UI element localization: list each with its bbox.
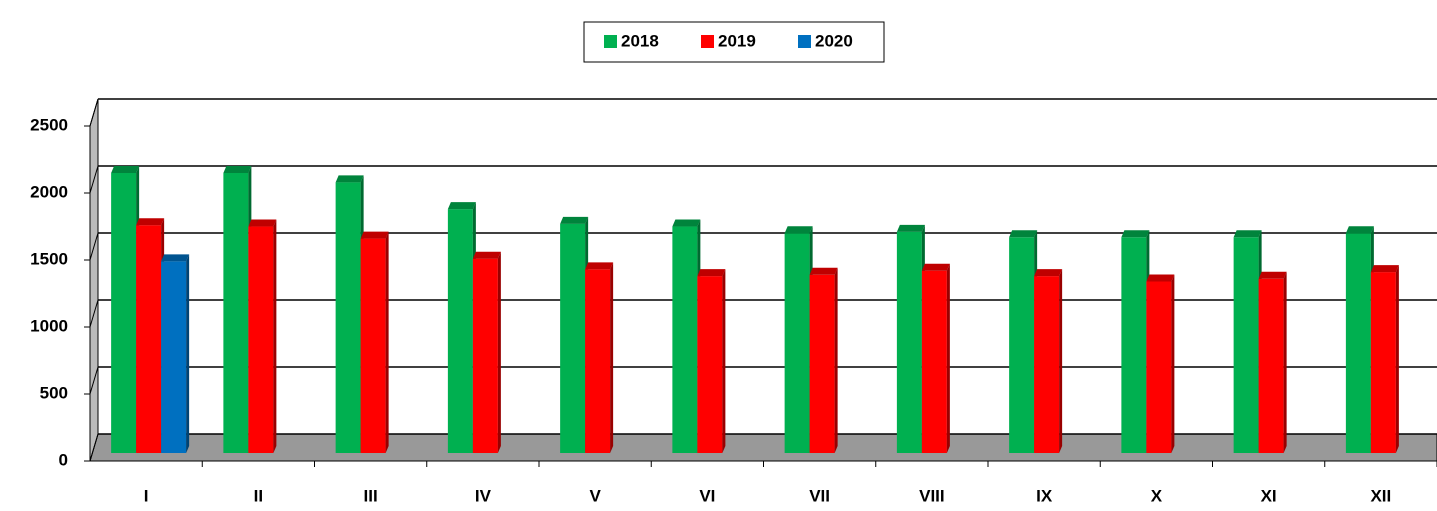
legend: 2018 2019 2020 — [604, 31, 853, 50]
x-tick-label: XII — [1370, 486, 1391, 505]
bar — [248, 226, 274, 453]
bar — [1370, 272, 1396, 453]
x-tick-label: III — [364, 486, 378, 505]
bar-top — [111, 165, 140, 173]
bar — [896, 231, 922, 453]
bar-side — [834, 267, 838, 453]
bar-side — [1059, 269, 1063, 453]
bar-top — [560, 216, 589, 224]
bar-top — [784, 226, 813, 234]
bar-side — [497, 251, 501, 453]
legend-label: 2019 — [718, 31, 756, 50]
bar-top — [335, 175, 364, 183]
bar-top — [1370, 265, 1399, 273]
bar-top — [248, 219, 277, 227]
legend-label: 2018 — [621, 31, 659, 50]
bar-side — [1171, 274, 1175, 453]
bar-top — [472, 251, 501, 259]
x-tick-label: VII — [809, 486, 830, 505]
bar-top — [1345, 226, 1374, 234]
bar — [447, 209, 473, 453]
bar — [111, 172, 137, 453]
y-tick-label: 1500 — [30, 249, 68, 268]
bar-side — [1283, 271, 1287, 453]
bar-side — [610, 262, 614, 453]
bar-top — [697, 269, 726, 277]
bar-top — [921, 263, 950, 271]
bar-top — [136, 218, 165, 226]
bar-top — [1121, 230, 1150, 238]
grid-line — [89, 165, 99, 194]
bar-side — [273, 219, 277, 453]
bar — [223, 172, 249, 453]
y-tick-label: 500 — [40, 383, 68, 402]
y-tick-label: 1000 — [30, 316, 68, 335]
bar — [335, 182, 361, 453]
x-tick-label: VIII — [919, 486, 945, 505]
bar-top — [1146, 274, 1175, 282]
bar — [697, 276, 723, 453]
bar — [161, 261, 187, 453]
bar — [672, 226, 698, 453]
x-tick-label: I — [144, 486, 149, 505]
bar-side — [1395, 265, 1399, 453]
bar — [1233, 237, 1259, 453]
bar-top — [360, 231, 389, 239]
grid-line — [89, 232, 99, 261]
bar — [1345, 233, 1371, 453]
legend-swatch — [798, 35, 811, 48]
bar-top — [161, 254, 190, 262]
bar — [1009, 237, 1035, 453]
bar — [784, 233, 810, 453]
bar — [809, 274, 835, 453]
legend-swatch — [604, 35, 617, 48]
bar-top — [1034, 269, 1063, 277]
x-tick-label: X — [1151, 486, 1163, 505]
bar-top — [809, 267, 838, 275]
bar-top — [1258, 271, 1287, 279]
bar-side — [186, 254, 190, 453]
x-tick-label: II — [254, 486, 263, 505]
bar-top — [672, 219, 701, 227]
grid-line — [89, 98, 99, 127]
bar-top — [896, 224, 925, 232]
bar — [1121, 237, 1147, 453]
bar-top — [1233, 230, 1262, 238]
bar-side — [946, 263, 950, 453]
grid-line — [89, 433, 99, 462]
y-tick-label: 2000 — [30, 182, 68, 201]
x-tick-label: V — [589, 486, 601, 505]
legend-swatch — [701, 35, 714, 48]
bar — [585, 269, 611, 453]
x-tick-label: XI — [1261, 486, 1277, 505]
legend-label: 2020 — [815, 31, 853, 50]
bar — [560, 223, 586, 453]
bar-side — [385, 231, 389, 453]
x-tick-label: IV — [475, 486, 492, 505]
side-wall — [89, 98, 99, 462]
bar — [1258, 278, 1284, 453]
bar — [1034, 276, 1060, 453]
x-tick-label: VI — [699, 486, 715, 505]
bar-top — [223, 165, 252, 173]
legend-box — [583, 21, 885, 63]
bar-top — [447, 202, 476, 210]
bar — [136, 225, 162, 453]
bar — [360, 238, 386, 453]
bar — [1146, 281, 1172, 453]
bar-top — [1009, 230, 1038, 238]
x-tick-label: IX — [1036, 486, 1053, 505]
bar-top — [585, 262, 614, 270]
y-tick-label: 2500 — [30, 115, 68, 134]
bar-side — [722, 269, 726, 453]
bar — [921, 270, 947, 453]
bar — [472, 258, 498, 453]
grid-line — [89, 366, 99, 395]
grid-line — [89, 299, 99, 328]
y-tick-label: 0 — [59, 450, 68, 469]
